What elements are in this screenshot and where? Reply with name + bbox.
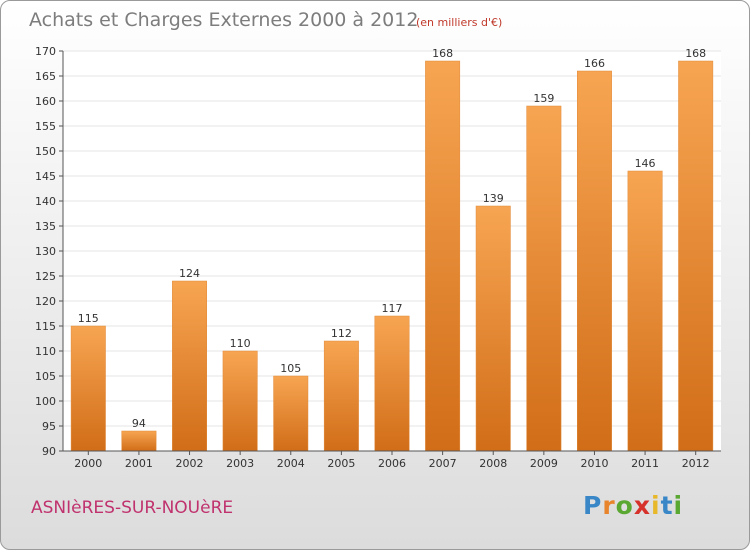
bar-2001 (121, 430, 157, 452)
y-tick-label: 135 (35, 220, 56, 233)
bar-2000 (70, 325, 106, 452)
y-tick-label: 165 (35, 70, 56, 83)
town-name: ASNIèRES-SUR-NOUèRE (31, 498, 234, 518)
bar-value-label: 94 (132, 417, 146, 430)
y-tick-label: 90 (42, 445, 56, 458)
x-tick-label: 2006 (378, 457, 406, 470)
bar-2004 (273, 375, 309, 452)
logo-letter: P (583, 491, 603, 520)
y-tick-label: 125 (35, 270, 56, 283)
y-tick-label: 105 (35, 370, 56, 383)
bar-value-label: 105 (280, 362, 301, 375)
bar-value-label: 110 (230, 337, 251, 350)
proxiti-logo: Proxiti (583, 491, 683, 520)
x-tick-label: 2002 (176, 457, 204, 470)
bar-value-label: 124 (179, 267, 200, 280)
x-tick-label: 2003 (226, 457, 254, 470)
x-tick-label: 2005 (327, 457, 355, 470)
chart-subtitle: (en milliers d'€) (416, 16, 503, 29)
bar-value-label: 166 (584, 57, 605, 70)
y-tick-label: 110 (35, 345, 56, 358)
bar-2002 (172, 280, 207, 452)
y-tick-label: 95 (42, 420, 56, 433)
bar-value-label: 168 (432, 47, 453, 60)
y-tick-label: 115 (35, 320, 56, 333)
y-tick-label: 155 (35, 120, 56, 133)
y-tick-label: 160 (35, 95, 56, 108)
y-tick-label: 150 (35, 145, 56, 158)
chart-title: Achats et Charges Externes 2000 à 2012 (29, 9, 419, 31)
logo-letter: r (602, 491, 616, 520)
bar-value-label: 117 (382, 302, 403, 315)
y-tick-label: 120 (35, 295, 56, 308)
x-tick-label: 2008 (479, 457, 507, 470)
x-tick-label: 2000 (74, 457, 102, 470)
bar-2005 (323, 340, 359, 452)
x-tick-label: 2010 (580, 457, 608, 470)
bar-2007 (425, 60, 461, 452)
logo-letter: o (615, 491, 634, 520)
bar-2012 (678, 60, 714, 452)
bar-2003 (222, 350, 258, 452)
x-tick-label: 2011 (631, 457, 659, 470)
x-tick-label: 2012 (682, 457, 710, 470)
bar-value-label: 168 (685, 47, 706, 60)
bar-value-label: 139 (483, 192, 504, 205)
y-tick-label: 140 (35, 195, 56, 208)
bar-value-label: 146 (635, 157, 656, 170)
y-tick-label: 100 (35, 395, 56, 408)
logo-letter: x (633, 491, 651, 520)
bar-value-label: 159 (533, 92, 554, 105)
bar-2010 (577, 70, 612, 452)
x-tick-label: 2001 (125, 457, 153, 470)
x-tick-label: 2004 (277, 457, 305, 470)
bar-2009 (526, 105, 562, 452)
x-tick-label: 2009 (530, 457, 558, 470)
bar-2008 (475, 205, 511, 452)
bar-value-label: 112 (331, 327, 352, 340)
bar-value-label: 115 (78, 312, 99, 325)
logo-letter: i (651, 491, 661, 520)
x-tick-label: 2007 (429, 457, 457, 470)
y-tick-label: 130 (35, 245, 56, 258)
y-tick-label: 145 (35, 170, 56, 183)
logo-letter: t (660, 491, 674, 520)
y-tick-label: 170 (35, 45, 56, 58)
bar-2006 (374, 315, 410, 452)
logo-letter: i (673, 491, 684, 520)
bar-2011 (627, 170, 663, 452)
